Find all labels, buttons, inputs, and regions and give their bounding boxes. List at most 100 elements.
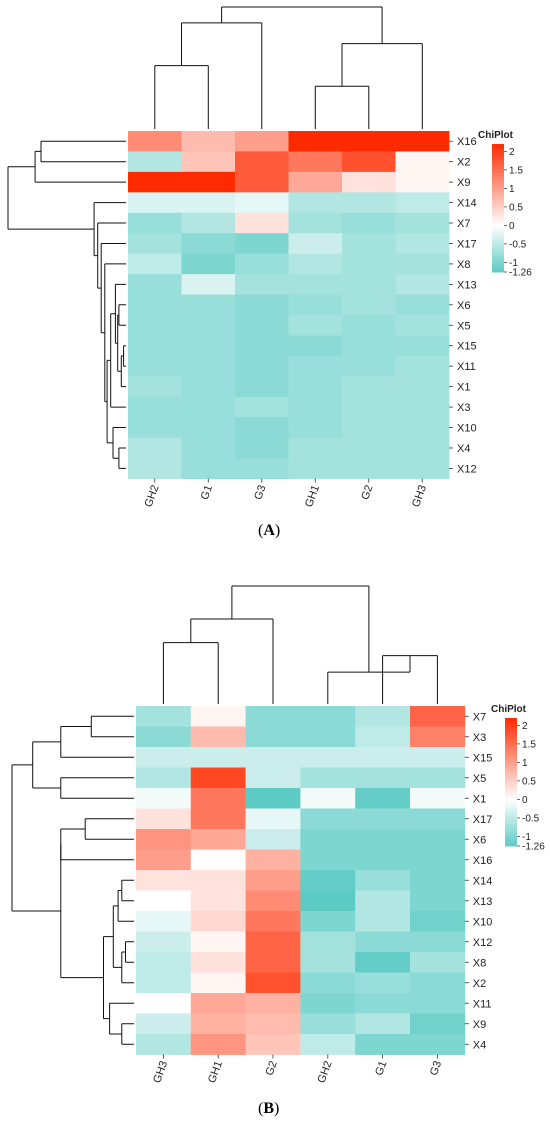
heatmap-cell-b-x13-gh1 bbox=[190, 890, 246, 912]
heatmap-cell-a-x13-g2 bbox=[342, 274, 396, 295]
heatmap-cell-b-x9-g3 bbox=[410, 1013, 466, 1035]
heatmap-cell-a-x15-g2 bbox=[342, 335, 396, 357]
legend-gradient-step bbox=[492, 252, 504, 257]
heatmap-cell-a-x9-g3 bbox=[235, 171, 289, 193]
row-dendrogram-link-a-3 bbox=[123, 345, 126, 367]
col-label-g3: G3 bbox=[428, 1059, 444, 1077]
heatmap-cell-a-x12-gh2 bbox=[128, 458, 182, 480]
legend-title: ChiPlot bbox=[478, 130, 514, 141]
legend-gradient-step bbox=[505, 775, 517, 780]
row-label-x14: X14 bbox=[457, 198, 477, 210]
heatmap-cell-a-x7-g2 bbox=[342, 212, 396, 234]
heatmap-cell-b-x5-g1 bbox=[355, 767, 411, 789]
heatmap-cell-b-x14-g2 bbox=[245, 870, 301, 891]
heatmap-cell-b-x11-g2 bbox=[245, 993, 301, 1014]
heatmap-cell-b-x8-gh1 bbox=[190, 952, 246, 973]
legend-tick-label: 1.5 bbox=[509, 165, 523, 176]
heatmap-cell-b-x3-g3 bbox=[410, 726, 466, 748]
legend-gradient-step bbox=[492, 265, 504, 270]
heatmap-cell-b-x3-g2 bbox=[245, 726, 301, 748]
row-label-x9: X9 bbox=[457, 177, 470, 189]
heatmap-cell-b-x6-gh3 bbox=[136, 829, 192, 850]
row-dendrogram-link-b-9 bbox=[125, 941, 134, 963]
heatmap-cell-a-x16-g3 bbox=[235, 131, 289, 152]
heatmap-cell-a-x11-g2 bbox=[342, 355, 396, 377]
heatmap-cell-b-x4-gh2 bbox=[300, 1034, 356, 1055]
heatmap-cell-b-x17-gh1 bbox=[190, 808, 246, 830]
legend-gradient-step bbox=[492, 147, 504, 151]
row-dendrogram-link-b-10 bbox=[121, 951, 134, 984]
legend-gradient-step bbox=[505, 718, 517, 722]
color-legend-a: ChiPlot 2 1.5 1 0.5 0 -0.5 -1-1.26 bbox=[478, 130, 532, 279]
heatmap-cell-b-x1-gh2 bbox=[300, 788, 356, 809]
legend-gradient-step bbox=[492, 230, 504, 235]
heatmap-cell-a-x3-g2 bbox=[342, 396, 396, 418]
legend-gradient-step bbox=[505, 762, 517, 767]
legend-gradient-step bbox=[505, 756, 517, 761]
legend-gradient-step bbox=[492, 198, 504, 203]
heatmap-cell-b-x4-gh1 bbox=[190, 1034, 246, 1055]
heatmap-cell-b-x16-gh1 bbox=[190, 849, 246, 871]
heatmap-cell-a-x16-g2 bbox=[342, 131, 396, 152]
heatmap-cell-a-x16-gh2 bbox=[128, 131, 182, 152]
heatmap-cell-a-x9-gh1 bbox=[288, 171, 343, 193]
legend-tick-label: 2 bbox=[509, 147, 515, 158]
heatmap-cell-a-x9-gh2 bbox=[128, 171, 182, 193]
caption-b-letter: B bbox=[263, 1100, 274, 1117]
legend-gradient-step bbox=[505, 830, 517, 834]
legend-tick-label: 1 bbox=[522, 758, 528, 769]
legend-gradient-step bbox=[505, 750, 517, 754]
heatmap-cell-a-x13-g1 bbox=[181, 274, 236, 295]
heatmap-cell-b-x11-g1 bbox=[355, 993, 411, 1014]
heatmap-cell-a-x6-gh1 bbox=[288, 294, 343, 316]
heatmap-cell-a-x5-g2 bbox=[342, 315, 396, 336]
row-label-x16: X16 bbox=[457, 136, 477, 148]
row-dendrogram-link-b-4 bbox=[32, 741, 61, 789]
col-dendrogram-link-b-2 bbox=[190, 618, 274, 704]
heatmap-cell-b-x16-g1 bbox=[355, 849, 411, 871]
heatmap-cell-b-x15-g3 bbox=[410, 747, 466, 768]
heatmap-cell-b-x12-g2 bbox=[245, 931, 301, 953]
heatmap-cell-b-x17-g1 bbox=[355, 808, 411, 830]
legend-gradient-step bbox=[505, 769, 517, 773]
heatmap-cell-b-x3-gh1 bbox=[190, 726, 246, 748]
legend-tick-label: -1.26 bbox=[522, 842, 545, 853]
row-label-x4: X4 bbox=[457, 443, 470, 455]
heatmap-cell-b-x8-gh3 bbox=[136, 952, 192, 973]
heatmap-cell-a-x10-g2 bbox=[342, 417, 396, 439]
row-dendrogram-link-a-2 bbox=[34, 150, 126, 183]
col-dendrogram-link-a-1 bbox=[154, 65, 209, 129]
heatmap-cell-a-x5-g1 bbox=[181, 315, 236, 336]
heatmap-cell-a-x2-gh1 bbox=[288, 151, 343, 173]
heatmap-cell-a-x17-gh2 bbox=[128, 233, 182, 255]
legend-tick-label: 0.5 bbox=[509, 202, 523, 213]
legend-gradient-step bbox=[492, 150, 504, 155]
heatmap-panel-b: X7 X3 X15 X5 X1 X17 X6 X16 X14 X13 X10 X12 X8 X2 X11 X9… bbox=[11, 585, 545, 1085]
heatmap-cell-a-x13-g3 bbox=[235, 274, 289, 295]
legend-gradient-step bbox=[492, 185, 504, 190]
heatmap-cell-b-x16-gh2 bbox=[300, 849, 356, 871]
row-label-x16: X16 bbox=[473, 855, 493, 867]
heatmap-cell-b-x6-gh2 bbox=[300, 829, 356, 850]
row-dendrogram-link-a-14 bbox=[97, 222, 126, 289]
heatmap-cell-b-x2-gh3 bbox=[136, 972, 192, 994]
heatmap-cell-a-x5-gh3 bbox=[395, 315, 450, 336]
heatmap-cell-a-x15-g1 bbox=[181, 335, 236, 357]
heatmap-cell-b-x8-gh2 bbox=[300, 952, 356, 973]
legend-gradient-step bbox=[492, 262, 504, 267]
heatmap-cell-b-x16-g3 bbox=[410, 849, 466, 871]
heatmap-cell-a-x17-g3 bbox=[235, 233, 289, 255]
heatmap-cell-a-x3-g3 bbox=[235, 396, 289, 418]
legend-gradient-step bbox=[505, 839, 517, 844]
heatmap-cell-a-x3-gh1 bbox=[288, 396, 343, 418]
row-label-x13: X13 bbox=[457, 279, 477, 291]
heatmap-cell-b-x5-gh1 bbox=[190, 767, 246, 789]
legend-gradient-step bbox=[492, 227, 504, 231]
legend-gradient-step bbox=[505, 743, 517, 748]
heatmap-cell-a-x6-gh3 bbox=[395, 294, 450, 316]
legend-gradient-step bbox=[505, 766, 517, 770]
row-label-x11: X11 bbox=[473, 998, 492, 1010]
heatmap-cell-a-x13-gh2 bbox=[128, 274, 182, 295]
legend-gradient-step bbox=[492, 188, 504, 193]
